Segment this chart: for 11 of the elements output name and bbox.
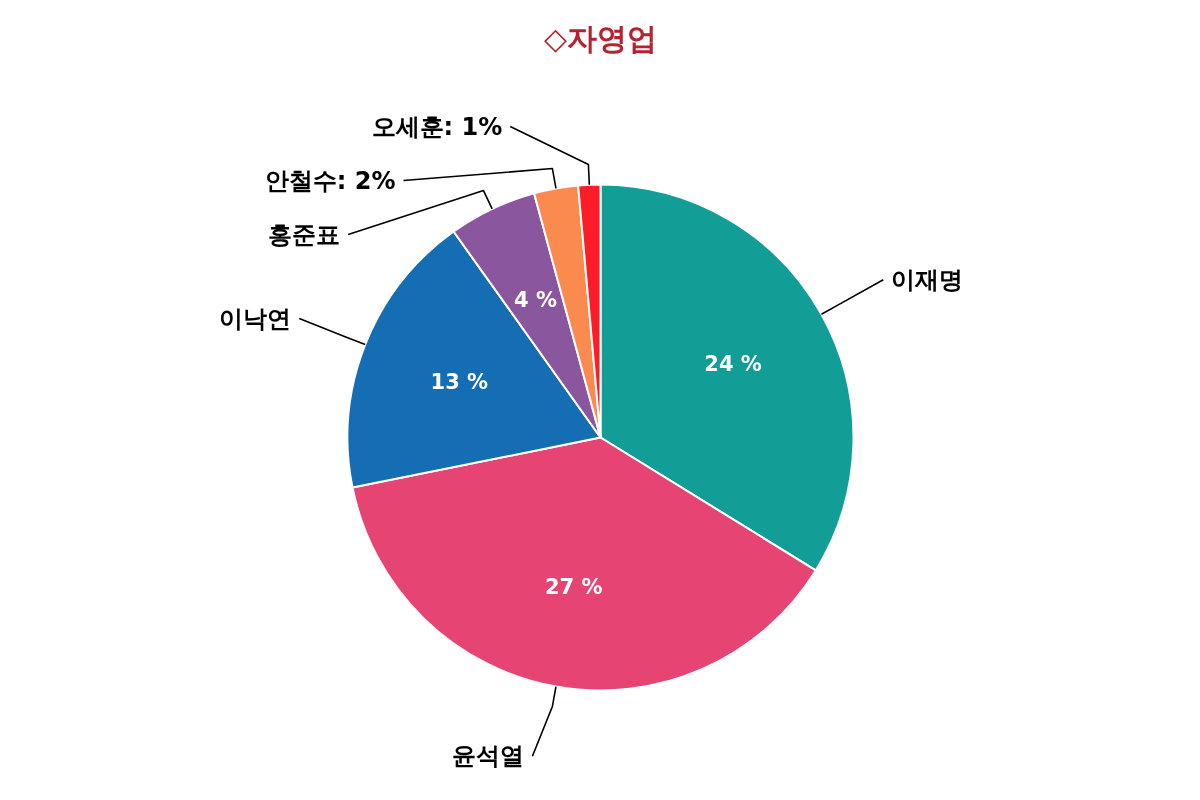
slice-label: 홍준표 xyxy=(268,220,341,249)
data-label: 24 % xyxy=(704,351,762,376)
data-label: 27 % xyxy=(544,574,603,599)
data-label: 13 % xyxy=(430,369,489,394)
data-label: 4 % xyxy=(514,288,557,313)
slice-label: 이낙연 xyxy=(219,304,292,333)
slice-label: 오세훈: 1% xyxy=(371,112,503,141)
slice-label: 안철수: 2% xyxy=(264,166,396,195)
slice-label: 이재명 xyxy=(891,265,964,294)
chart-title: ◇자영업 xyxy=(543,21,658,56)
slice-label: 윤석열 xyxy=(452,742,525,771)
